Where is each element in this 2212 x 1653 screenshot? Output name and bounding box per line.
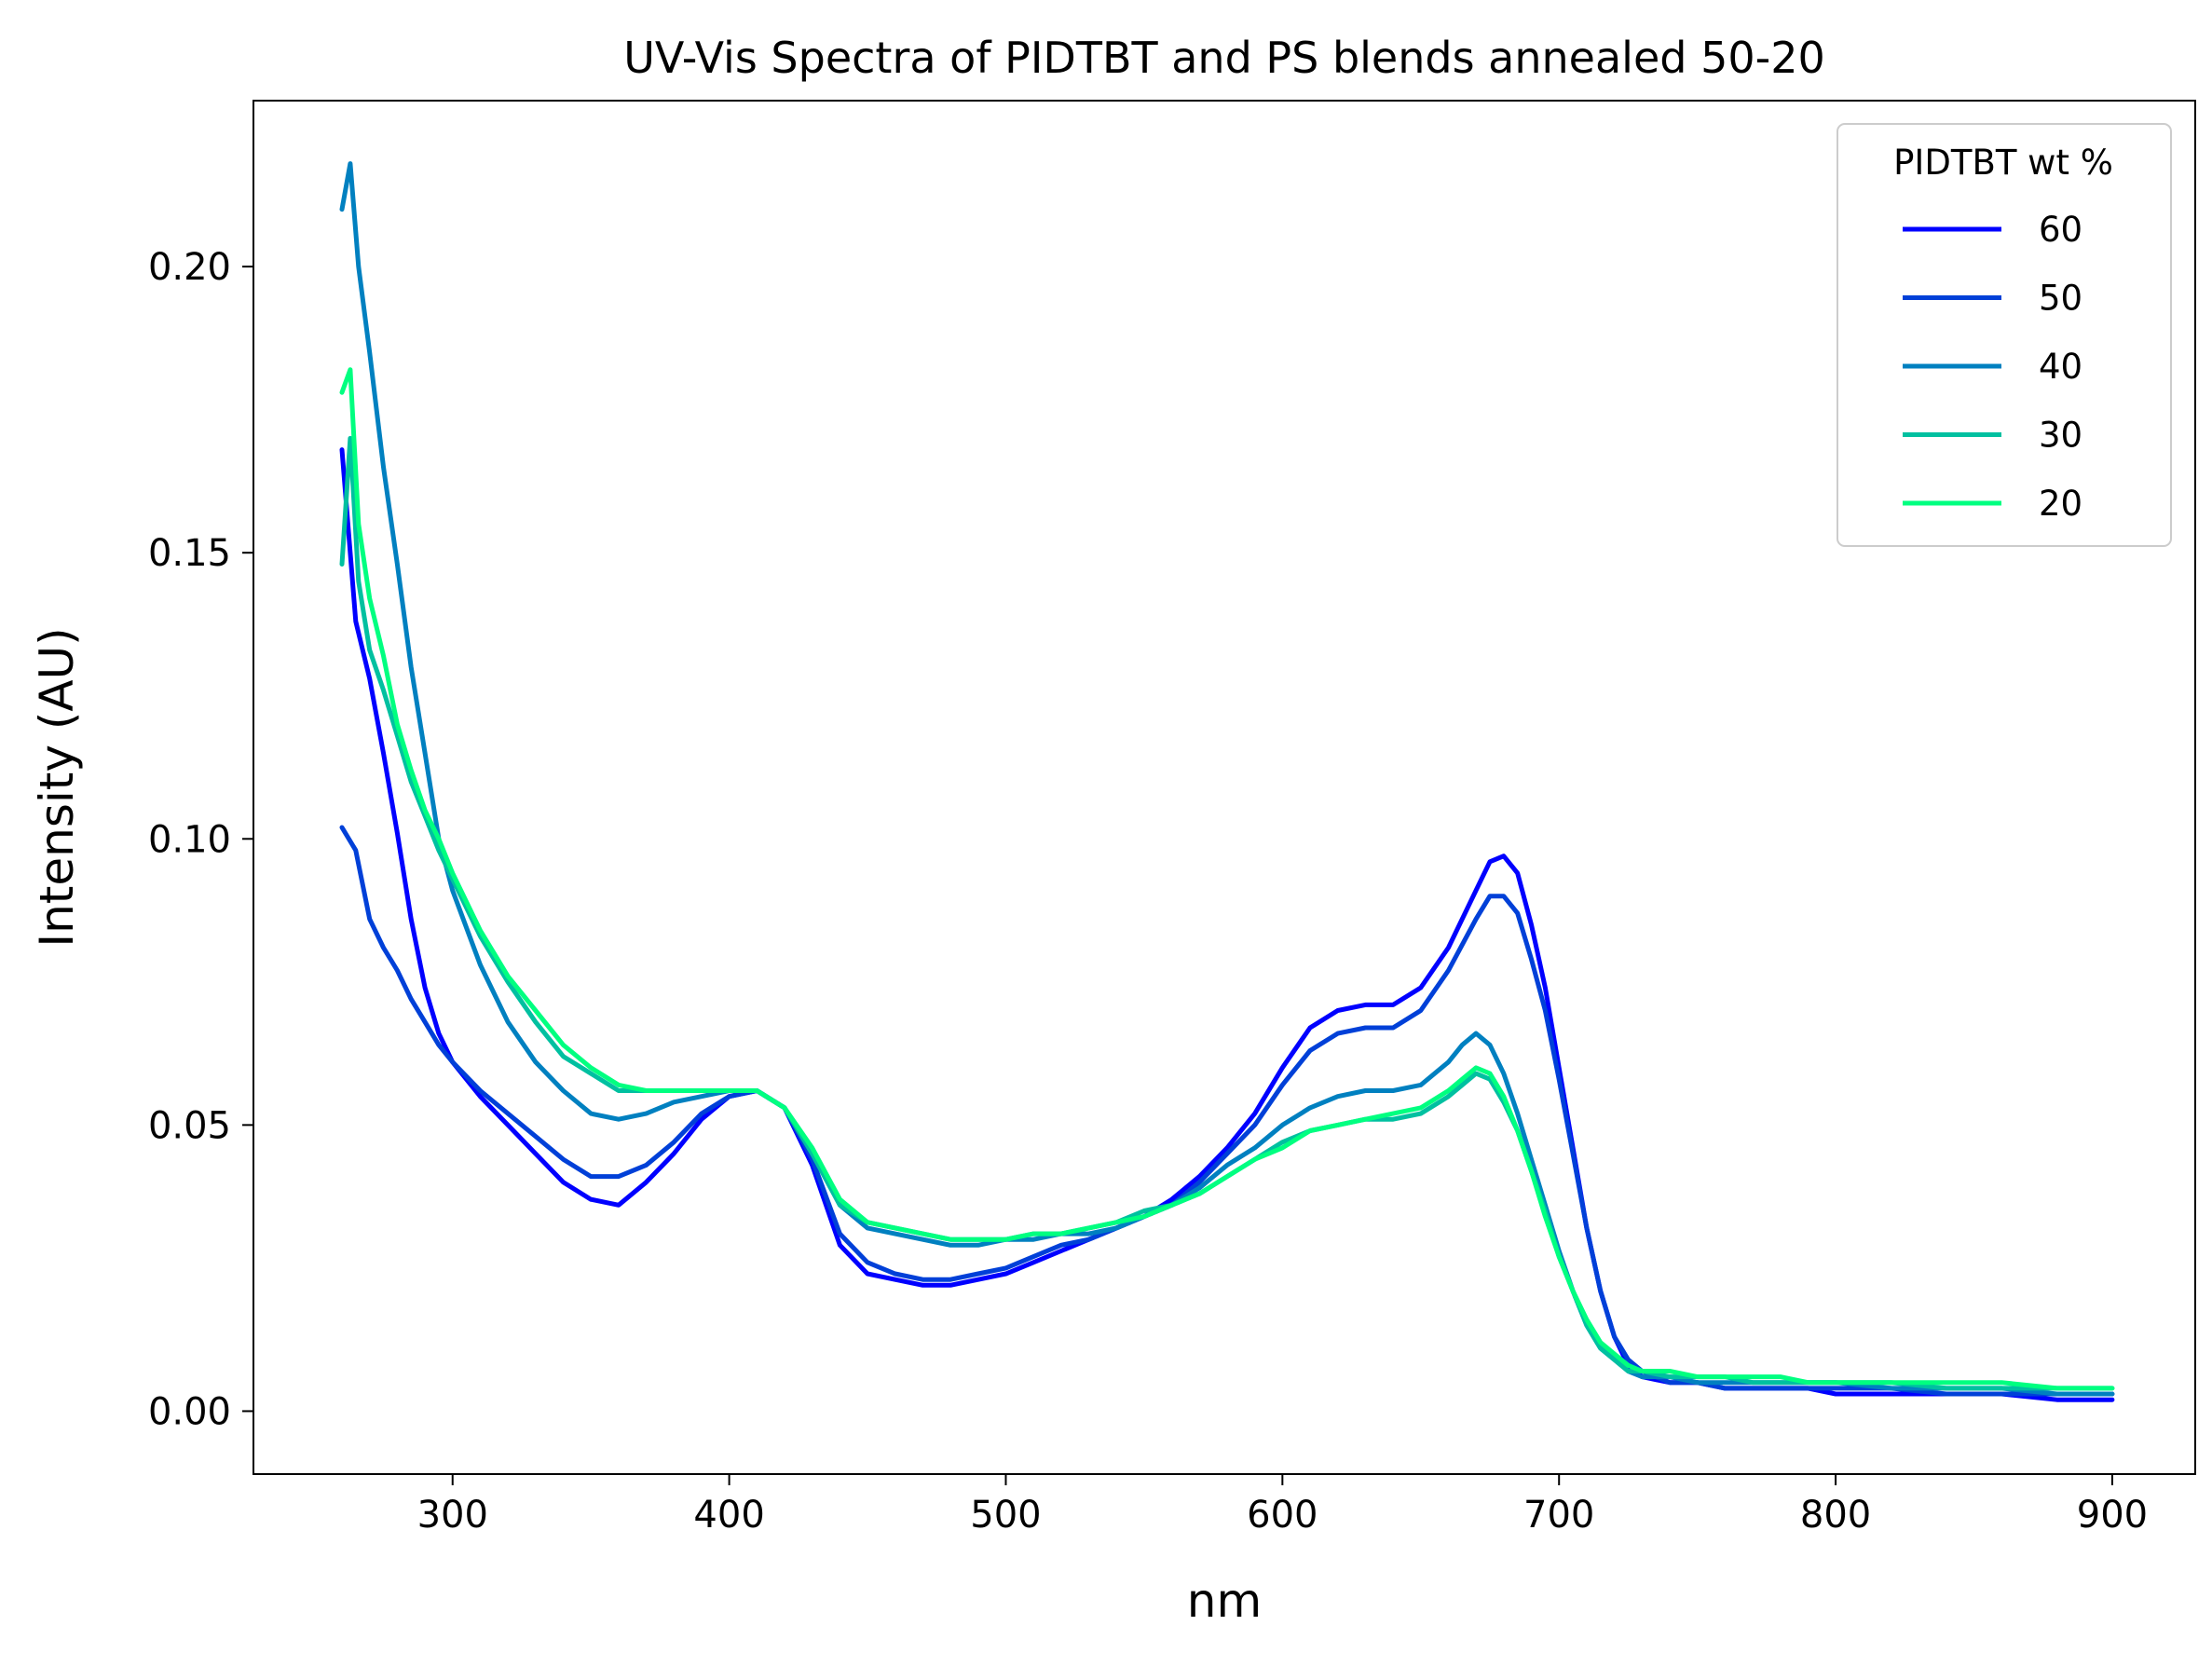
y-tick-label: 0.05 <box>148 1104 231 1147</box>
y-tick-label: 0.20 <box>148 246 231 289</box>
x-tick-label: 700 <box>1523 1494 1594 1537</box>
legend-label-40: 40 <box>2039 347 2082 387</box>
x-axis: 300 400 500 600 700 800 900 <box>417 1474 2148 1537</box>
chart-title: UV-Vis Spectra of PIDTBT and PS blends a… <box>623 33 1824 83</box>
legend-label-30: 30 <box>2039 416 2082 456</box>
legend-label-60: 60 <box>2039 210 2082 250</box>
plot-area <box>339 161 2115 1402</box>
legend-title: PIDTBT wt % <box>1893 143 2113 183</box>
x-tick-label: 500 <box>970 1494 1041 1537</box>
legend-box <box>1837 123 2172 547</box>
series-line-20 <box>339 367 2115 1391</box>
legend-entries: 60 50 40 30 20 <box>1903 210 2082 524</box>
series-line-60 <box>339 447 2115 1402</box>
y-tick-label: 0.15 <box>148 532 231 575</box>
legend-label-50: 50 <box>2039 279 2082 319</box>
x-tick-label: 300 <box>417 1494 488 1537</box>
x-tick-label: 400 <box>693 1494 764 1537</box>
x-axis-label: nm <box>1187 1574 1262 1628</box>
x-tick-label: 800 <box>1800 1494 1871 1537</box>
y-axis: 0.00 0.05 0.10 0.15 0.20 <box>148 246 253 1433</box>
legend-label-20: 20 <box>2039 484 2082 524</box>
plot-frame <box>253 100 2196 1475</box>
x-tick-label: 600 <box>1247 1494 1318 1537</box>
y-axis-label: Intensity (AU) <box>30 627 84 947</box>
series-line-40 <box>339 161 2115 1397</box>
x-tick-label: 900 <box>2077 1494 2148 1537</box>
y-tick-label: 0.00 <box>148 1390 231 1433</box>
legend: PIDTBT wt % 60 50 40 30 20 <box>1837 123 2172 547</box>
y-tick-label: 0.10 <box>148 818 231 861</box>
